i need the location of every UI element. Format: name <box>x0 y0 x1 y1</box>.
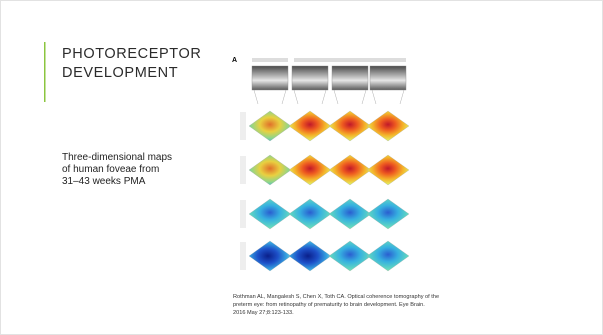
axis-tick-area <box>240 156 246 184</box>
figure-label: A <box>232 57 237 64</box>
oct-scan <box>252 66 288 90</box>
page: PHOTORECEPTOR DEVELOPMENT Three-dimensio… <box>0 0 603 335</box>
oct-scan <box>332 66 368 90</box>
citation: 2016 May 27;8:123-133. <box>233 310 294 316</box>
slide: PHOTORECEPTOR DEVELOPMENT Three-dimensio… <box>0 0 603 335</box>
citation: Rothman AL, Mangalesh S, Chen X, Toth CA… <box>233 294 439 300</box>
axis-tick-area <box>240 112 246 140</box>
title: DEVELOPMENT <box>62 65 178 81</box>
header-bar <box>294 58 406 62</box>
body-text: 31–43 weeks PMA <box>62 176 146 187</box>
citation: preterm eye: from retinopathy of prematu… <box>233 302 425 308</box>
axis-tick-area <box>240 200 246 228</box>
body-text: of human foveae from <box>62 164 159 175</box>
oct-scan <box>370 66 406 90</box>
title: PHOTORECEPTOR <box>62 46 201 62</box>
oct-scan <box>292 66 328 90</box>
axis-tick-area <box>240 242 246 270</box>
body-text: Three-dimensional maps <box>62 152 172 163</box>
accent-bar <box>44 42 46 102</box>
header-bar <box>252 58 288 62</box>
